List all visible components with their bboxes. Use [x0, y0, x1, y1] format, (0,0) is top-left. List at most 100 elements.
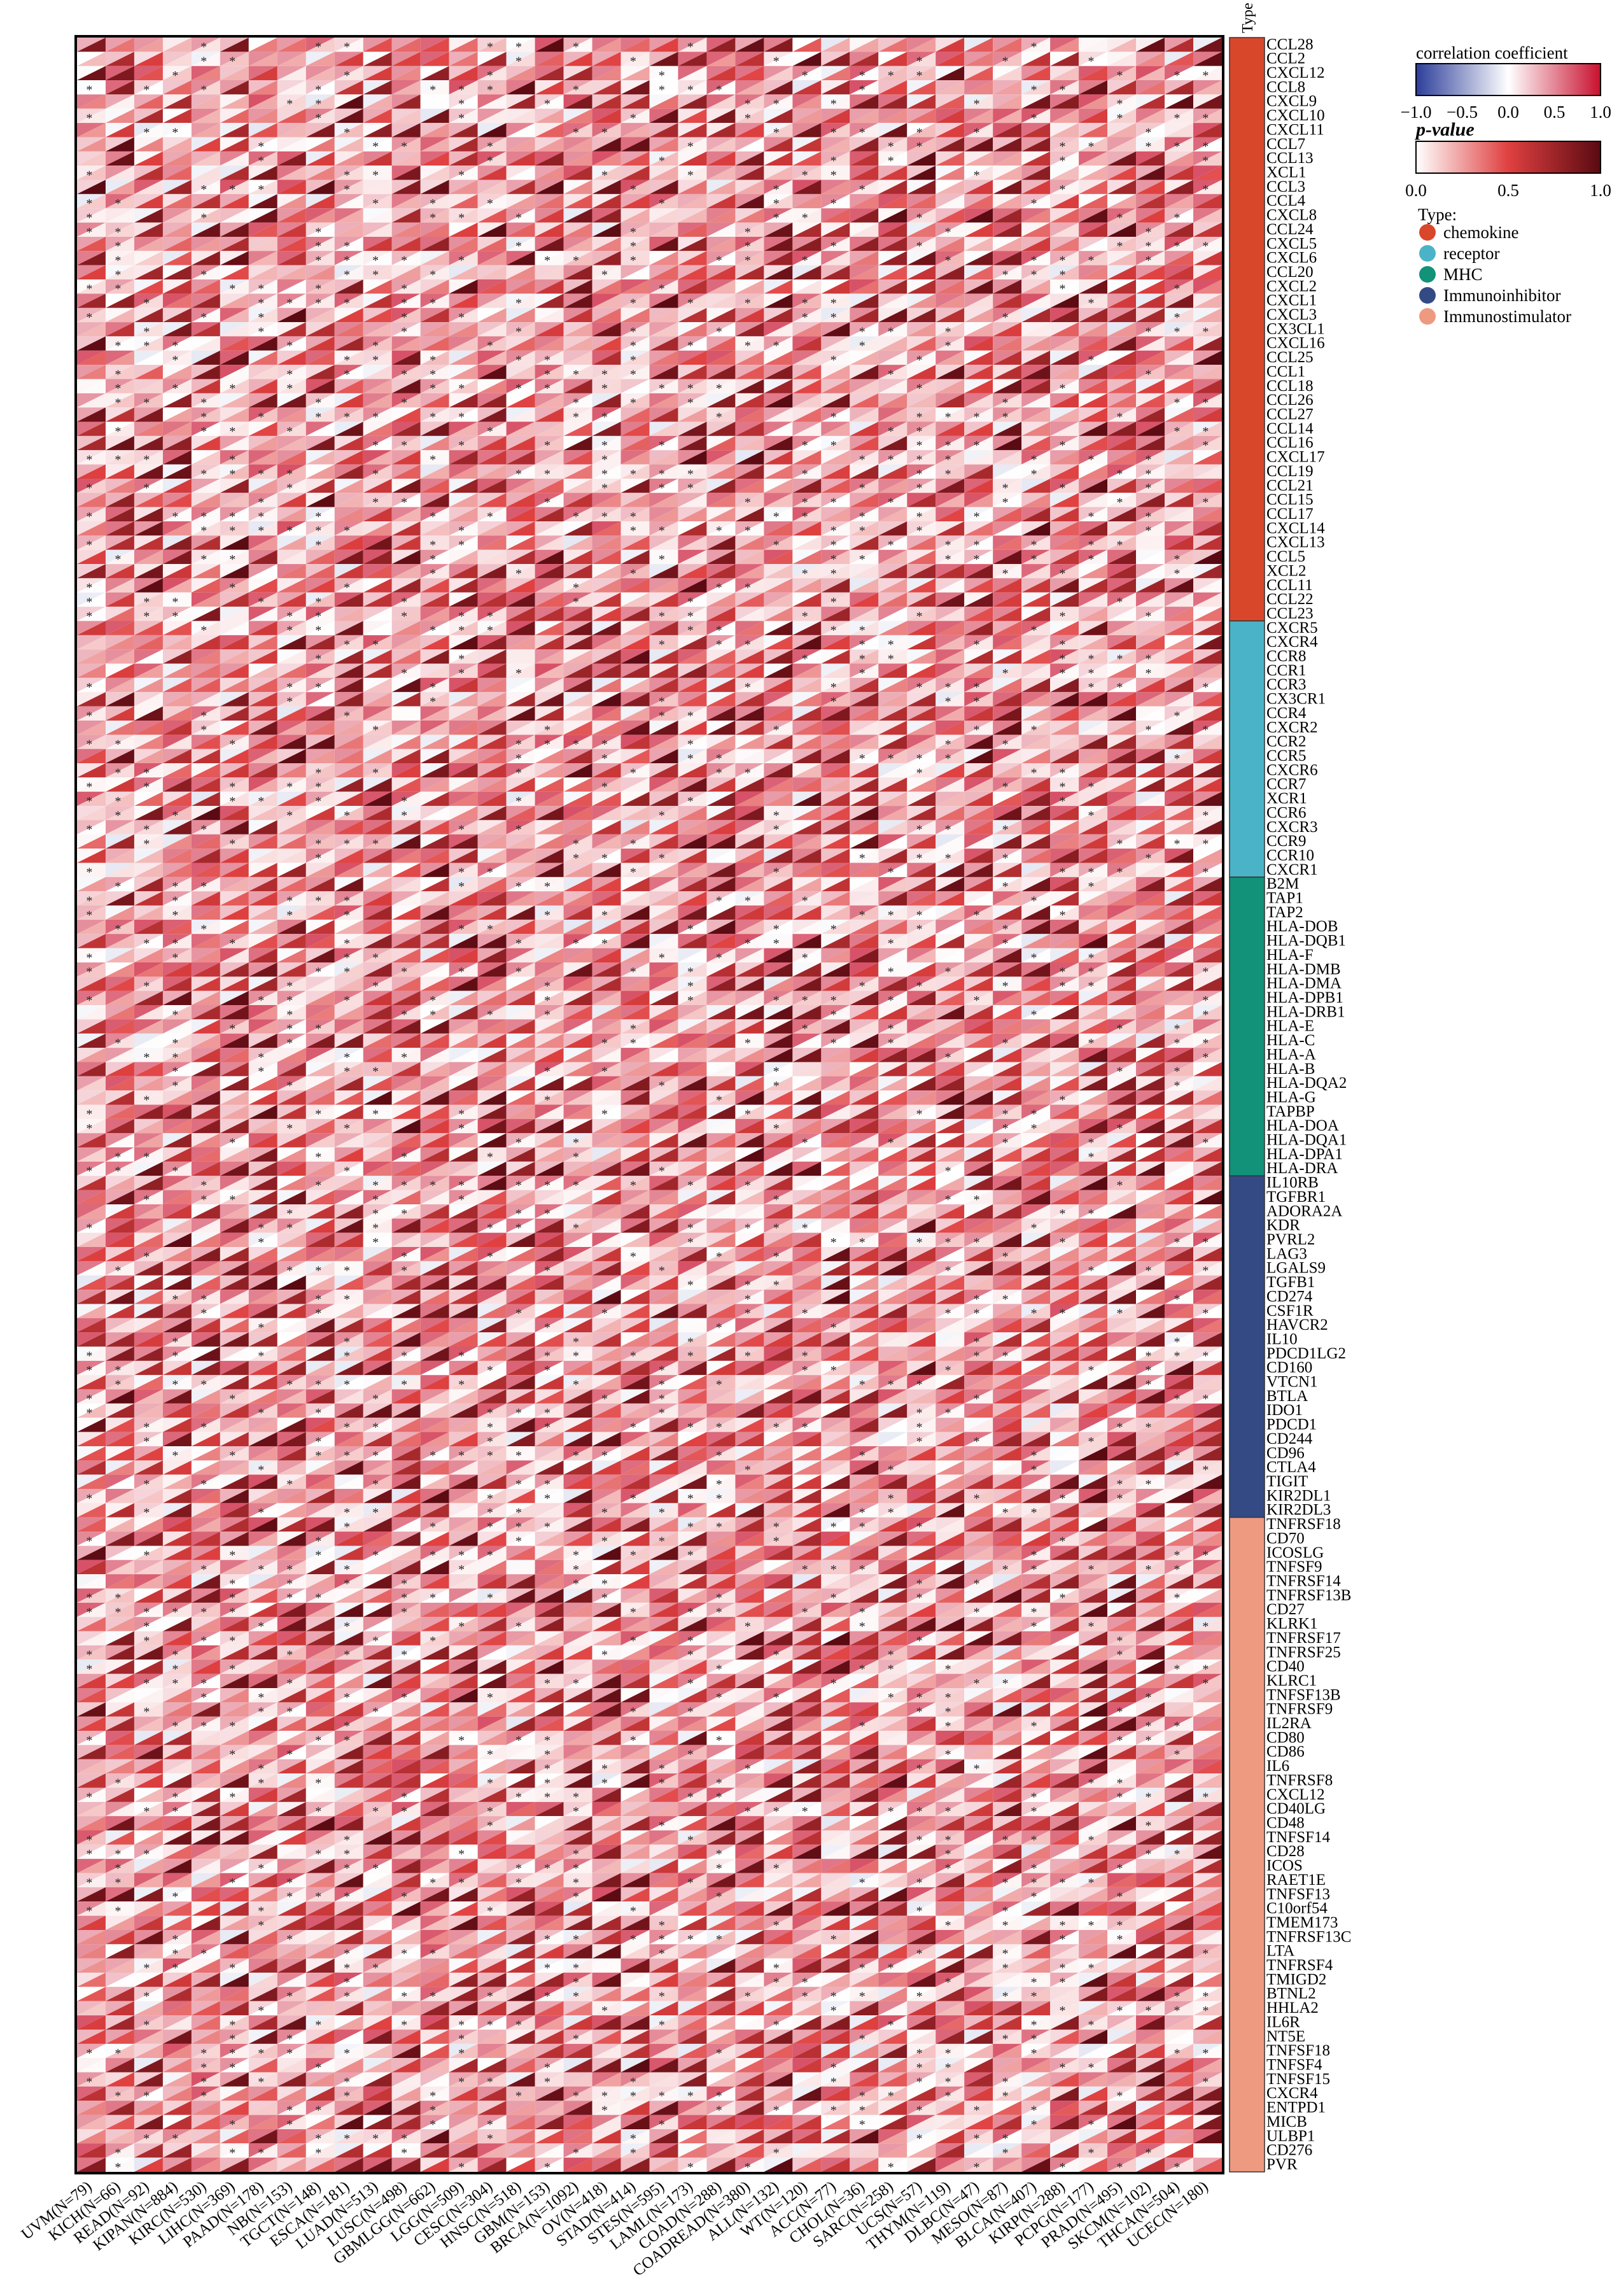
heatmap-cell	[220, 80, 249, 94]
heatmap-cell: *	[335, 66, 363, 83]
heatmap-cell	[1021, 66, 1050, 80]
heatmap-cell	[1079, 166, 1107, 180]
heatmap-cell	[277, 180, 306, 194]
heatmap-cell	[249, 66, 277, 80]
heatmap-cell: *	[592, 123, 621, 139]
heatmap-cell	[392, 151, 421, 166]
heatmap-cell	[964, 66, 993, 80]
heatmap-cell: *	[1079, 52, 1107, 68]
heatmap-cell: *	[993, 52, 1021, 68]
heatmap-cell: *	[1021, 109, 1050, 125]
heatmap-cell	[735, 52, 764, 66]
heatmap-cell: *	[421, 80, 449, 97]
heatmap-cell	[1107, 223, 1136, 237]
heatmap-cell	[907, 194, 936, 208]
heatmap-cell: *	[249, 151, 277, 168]
heatmap-cell	[1021, 166, 1050, 180]
heatmap-cell	[478, 223, 507, 237]
heatmap-cell	[1165, 166, 1193, 180]
heatmap-cell	[1079, 109, 1107, 123]
heatmap-cell: *	[621, 109, 650, 125]
heatmap-cell	[1193, 208, 1222, 222]
heatmap-cell: *	[192, 80, 220, 97]
heatmap-cell	[621, 123, 650, 137]
heatmap-cell	[792, 123, 821, 137]
heatmap-cell: *	[564, 80, 592, 97]
heatmap-cell	[564, 180, 592, 194]
heatmap-cell	[1165, 194, 1193, 208]
heatmap-cell	[277, 38, 306, 52]
heatmap-cell	[1136, 180, 1165, 194]
heatmap-cell: *	[1193, 137, 1222, 153]
heatmap-cell	[535, 109, 564, 123]
heatmap-cell	[1079, 194, 1107, 208]
heatmap-cell	[907, 151, 936, 166]
heatmap-cell	[163, 237, 192, 251]
heatmap-cell	[706, 94, 735, 108]
heatmap-cell	[764, 109, 792, 123]
heatmap-cell: *	[621, 237, 650, 253]
heatmap-cell: *	[821, 237, 850, 253]
heatmap-cell: *	[650, 151, 678, 168]
heatmap-cell	[907, 166, 936, 180]
heatmap-cell: *	[421, 194, 449, 211]
heatmap-cell	[192, 223, 220, 237]
heatmap-cell	[764, 151, 792, 166]
heatmap-cell	[1193, 38, 1222, 52]
heatmap-cell	[392, 80, 421, 94]
heatmap-cell: *	[678, 166, 706, 182]
heatmap-cell	[821, 52, 850, 66]
heatmap-cell	[907, 94, 936, 108]
heatmap-cell	[850, 38, 878, 52]
heatmap-cell	[878, 166, 907, 180]
heatmap-cell	[564, 223, 592, 237]
heatmap-cell: *	[621, 223, 650, 239]
heatmap-cell	[449, 151, 478, 166]
heatmap-cell	[249, 38, 277, 52]
heatmap-cell	[621, 194, 650, 208]
heatmap-cell	[163, 38, 192, 52]
heatmap-cell: *	[821, 94, 850, 111]
heatmap-cell	[1193, 166, 1222, 180]
heatmap-cell	[592, 194, 621, 208]
heatmap-cell	[77, 237, 106, 251]
heatmap-cell	[421, 251, 449, 265]
heatmap-cell	[106, 80, 134, 94]
heatmap-cell	[1136, 38, 1165, 52]
heatmap-cell	[821, 38, 850, 52]
heatmap-cell	[192, 137, 220, 151]
heatmap-cell	[106, 137, 134, 151]
heatmap-cell: *	[1165, 109, 1193, 125]
heatmap-cell: *	[907, 237, 936, 253]
heatmap-cell: *	[449, 94, 478, 111]
heatmap-cell: *	[678, 80, 706, 97]
heatmap-cell	[277, 237, 306, 251]
heatmap-cell: *	[678, 137, 706, 153]
heatmap-cell	[421, 151, 449, 166]
heatmap-cell	[564, 208, 592, 222]
heatmap-cell	[449, 180, 478, 194]
heatmap-cell	[1165, 52, 1193, 66]
heatmap-cell	[1079, 80, 1107, 94]
heatmap-cell: *	[1021, 194, 1050, 211]
heatmap-cells: * * * * * * * ** * * * * * * ** * * * * * * * * * ** * * * * * * * * * * * *…	[77, 38, 1222, 2174]
heatmap-cell	[936, 237, 964, 251]
heatmap-cell	[964, 151, 993, 166]
heatmap-cell	[1107, 52, 1136, 66]
heatmap-cell: *	[1050, 80, 1079, 97]
heatmap-cell	[392, 194, 421, 208]
heatmap-cell	[792, 151, 821, 166]
heatmap-cell	[964, 38, 993, 52]
heatmap-cell	[134, 66, 163, 80]
heatmap-cell: *	[106, 251, 134, 267]
heatmap-cell	[77, 52, 106, 66]
heatmap-cell	[306, 151, 335, 166]
heatmap-cell: *	[1193, 237, 1222, 253]
heatmap-cell: *	[1107, 208, 1136, 225]
heatmap-cell	[306, 52, 335, 66]
heatmap-cell	[735, 80, 764, 94]
heatmap-cell	[363, 180, 392, 194]
heatmap-cell	[192, 194, 220, 208]
heatmap-cell: *	[507, 237, 535, 253]
